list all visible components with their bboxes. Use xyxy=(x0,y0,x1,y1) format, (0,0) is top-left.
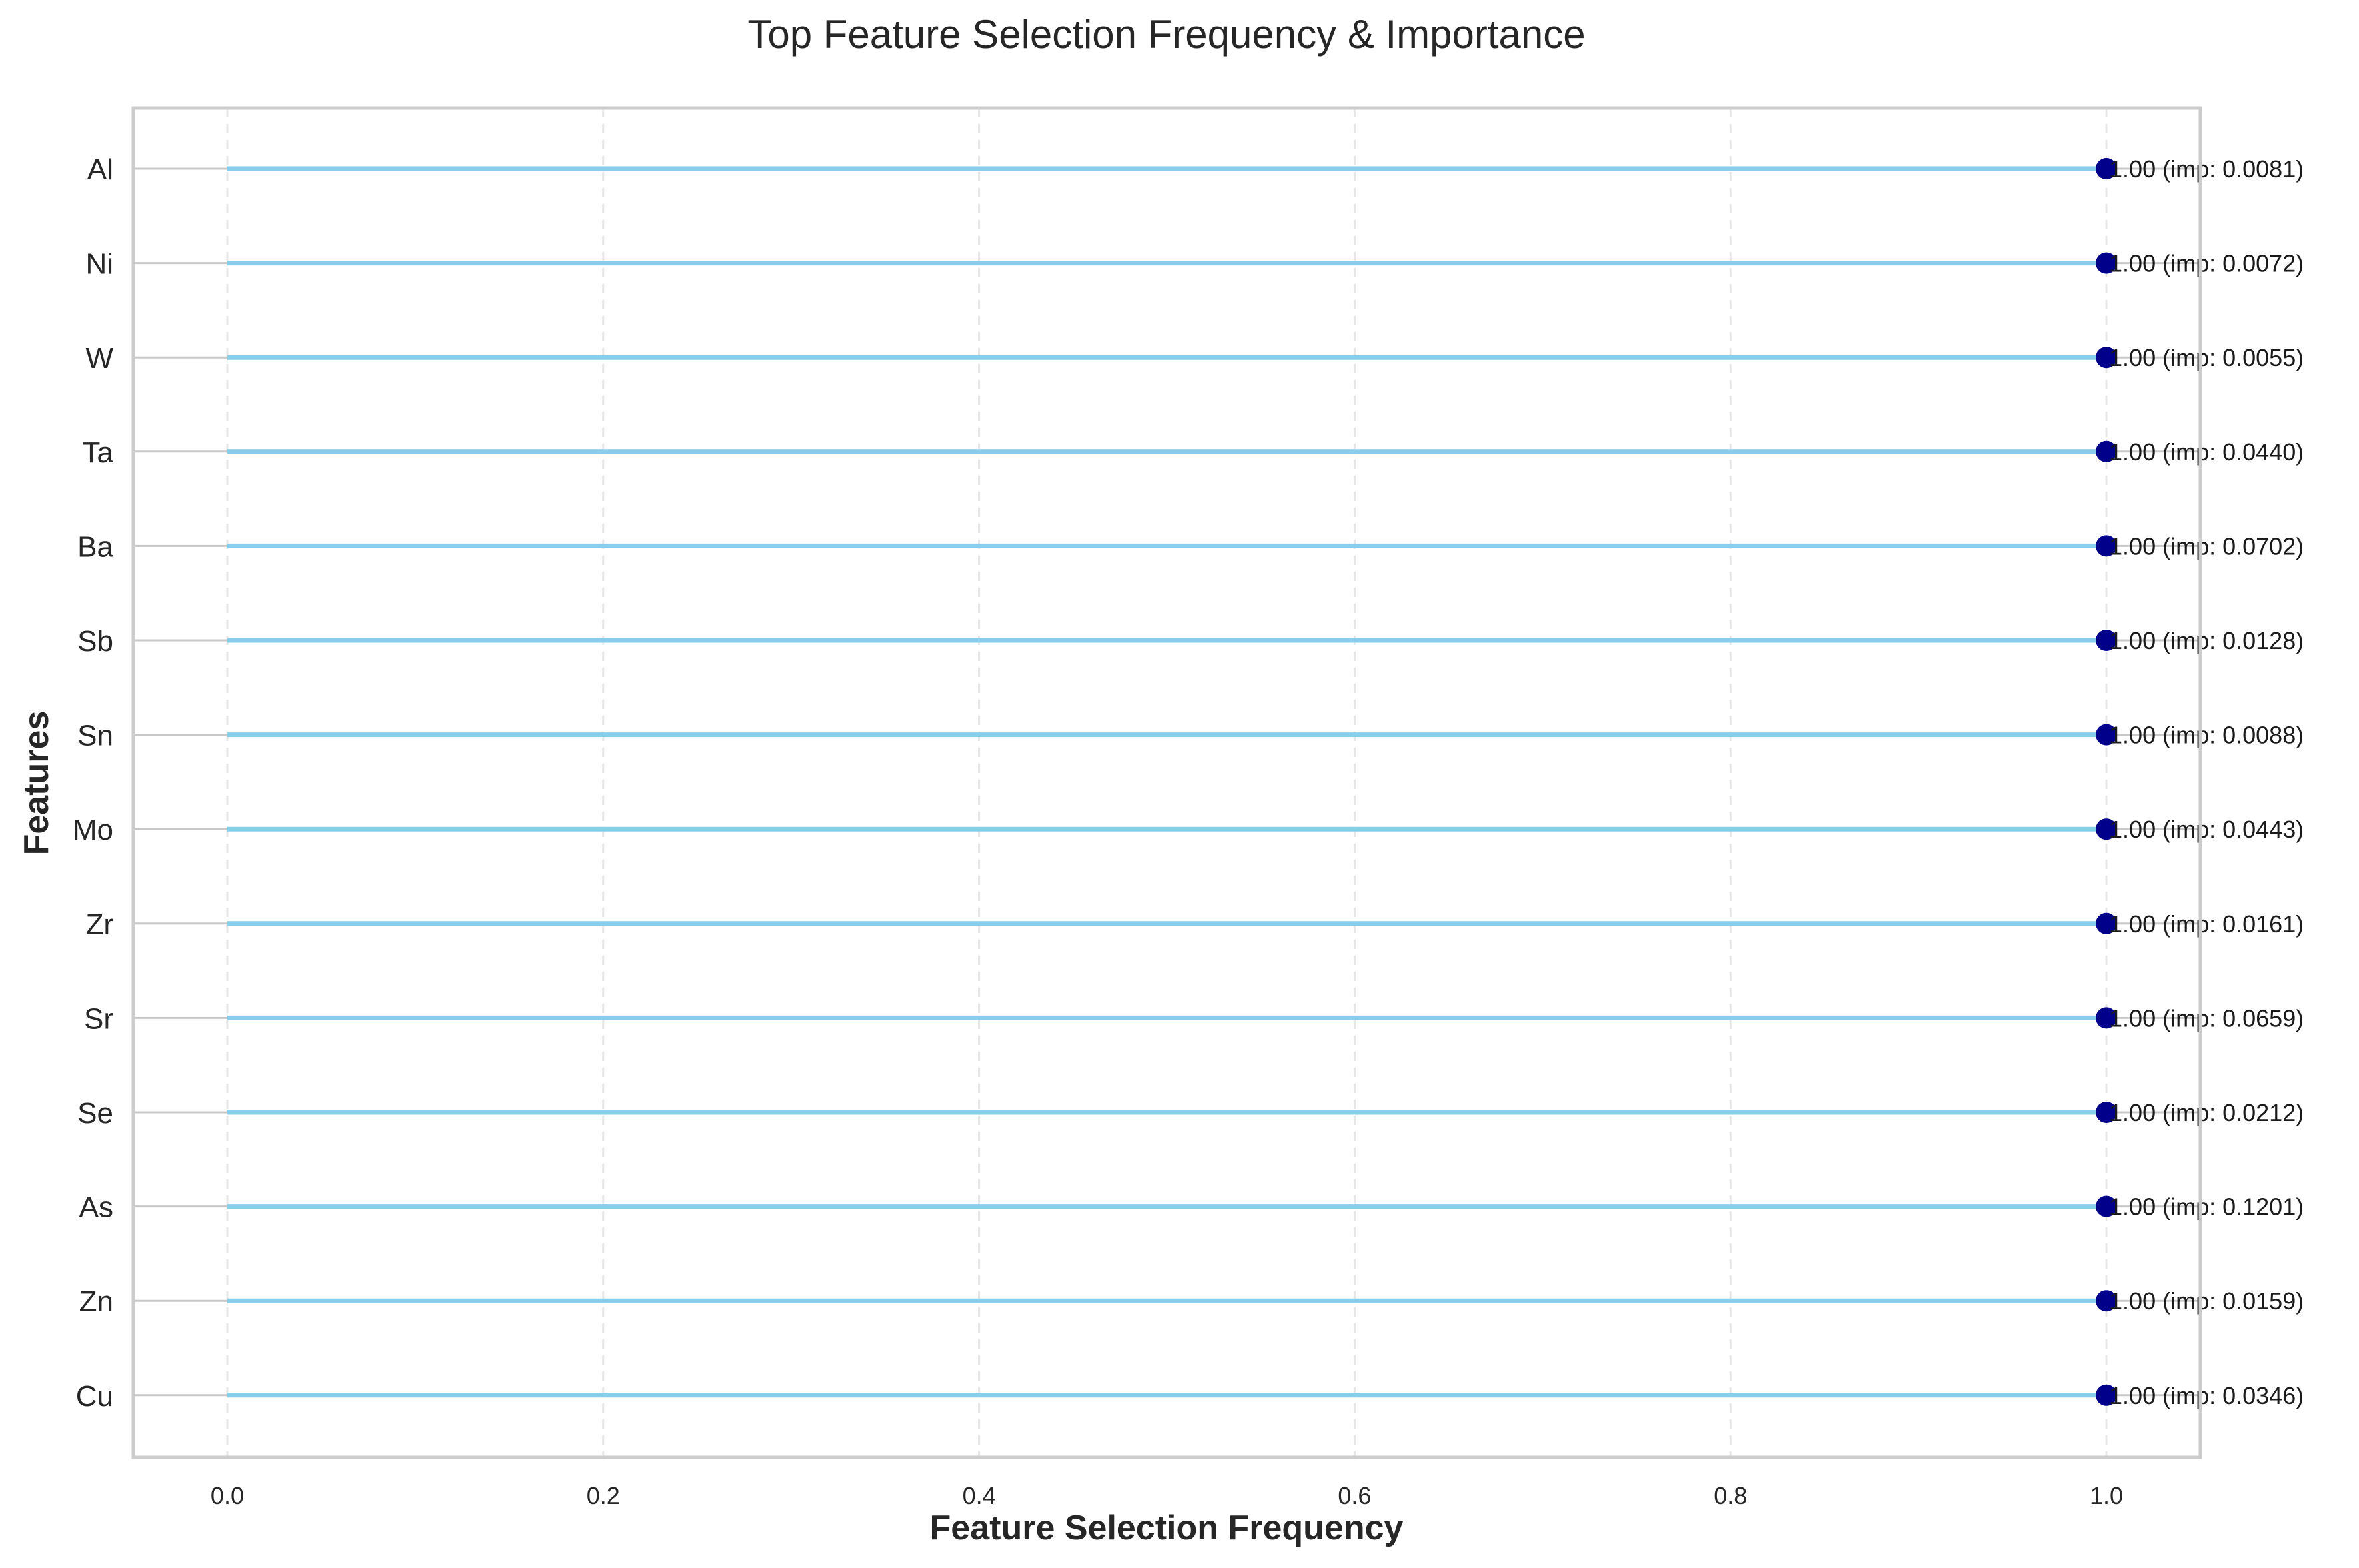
marker-sr xyxy=(2096,1007,2118,1029)
plot-frame xyxy=(131,106,2202,1459)
annotation-ni: 1.00 (imp: 0.0072) xyxy=(2109,250,2304,277)
y-tick-label-zr: Zr xyxy=(85,908,113,941)
y-tick-label-ta: Ta xyxy=(83,436,114,469)
annotation-mo: 1.00 (imp: 0.0443) xyxy=(2109,816,2304,843)
y-tick-label-ni: Ni xyxy=(85,248,113,281)
marker-zn xyxy=(2096,1290,2118,1312)
stem-layer xyxy=(227,166,2107,1398)
annotation-al: 1.00 (imp: 0.0081) xyxy=(2109,155,2304,183)
annotation-sb: 1.00 (imp: 0.0128) xyxy=(2109,627,2304,654)
marker-al xyxy=(2096,158,2118,179)
annotation-sn: 1.00 (imp: 0.0088) xyxy=(2109,722,2304,749)
chart-title: Top Feature Selection Frequency & Import… xyxy=(747,12,1585,57)
y-tick-label-sn: Sn xyxy=(77,720,113,752)
x-tick-label: 0.6 xyxy=(1338,1482,1371,1509)
marker-as xyxy=(2096,1195,2118,1217)
annotation-sr: 1.00 (imp: 0.0659) xyxy=(2109,1004,2304,1032)
marker-ba xyxy=(2096,535,2118,557)
marker-w xyxy=(2096,347,2118,369)
marker-layer xyxy=(2096,158,2118,1406)
annotation-w: 1.00 (imp: 0.0055) xyxy=(2109,344,2304,371)
marker-zr xyxy=(2096,912,2118,934)
annotation-zr: 1.00 (imp: 0.0161) xyxy=(2109,910,2304,938)
y-tick-label-as: As xyxy=(79,1191,113,1224)
x-tick-label: 0.8 xyxy=(1714,1482,1747,1509)
x-tick-label: 0.0 xyxy=(211,1482,244,1509)
annotation-cu: 1.00 (imp: 0.0346) xyxy=(2109,1382,2304,1409)
x-tick-layer: 0.0 0.2 0.4 0.6 0.8 1.0 xyxy=(211,1482,2123,1509)
y-tick-label-ba: Ba xyxy=(77,530,113,563)
y-tick-label-w: W xyxy=(85,342,113,375)
annotation-as: 1.00 (imp: 0.1201) xyxy=(2109,1193,2304,1221)
x-axis-label: Feature Selection Frequency xyxy=(930,1509,1404,1547)
x-tick-label: 0.4 xyxy=(963,1482,996,1509)
y-tick-label-al: Al xyxy=(87,153,113,186)
y-tick-label-cu: Cu xyxy=(76,1380,113,1413)
y-tick-label-sb: Sb xyxy=(77,625,113,658)
y-tick-label-mo: Mo xyxy=(73,814,113,846)
grid-layer xyxy=(135,108,2199,1457)
marker-mo xyxy=(2096,818,2118,840)
marker-cu xyxy=(2096,1384,2118,1406)
x-tick-label: 0.2 xyxy=(587,1482,620,1509)
annotation-layer: 1.00 (imp: 0.0081) 1.00 (imp: 0.0072) 1.00… xyxy=(2109,155,2304,1409)
y-axis-label: Features xyxy=(17,711,56,856)
y-tick-label-se: Se xyxy=(77,1097,113,1130)
annotation-ta: 1.00 (imp: 0.0440) xyxy=(2109,438,2304,466)
marker-sn xyxy=(2096,724,2118,746)
x-tick-label: 1.0 xyxy=(2090,1482,2123,1509)
annotation-se: 1.00 (imp: 0.0212) xyxy=(2109,1099,2304,1126)
y-tick-label-zn: Zn xyxy=(79,1285,113,1318)
marker-ta xyxy=(2096,440,2118,462)
annotation-zn: 1.00 (imp: 0.0159) xyxy=(2109,1287,2304,1315)
marker-se xyxy=(2096,1102,2118,1123)
y-tick-layer: Al Ni W Ta Ba Sb Sn Mo Zr Sr Se As Zn Cu xyxy=(73,153,114,1413)
y-tick-label-sr: Sr xyxy=(84,1002,113,1035)
marker-sb xyxy=(2096,630,2118,651)
annotation-ba: 1.00 (imp: 0.0702) xyxy=(2109,532,2304,560)
marker-ni xyxy=(2096,252,2118,274)
